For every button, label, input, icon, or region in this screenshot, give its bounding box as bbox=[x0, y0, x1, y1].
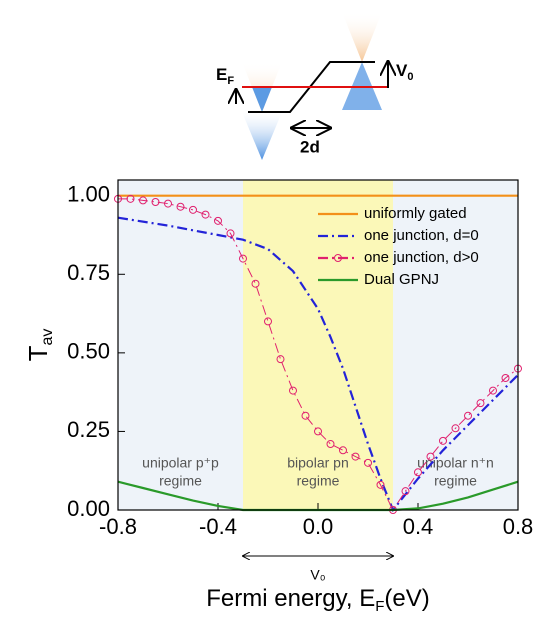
legend-label: one junction, d=0 bbox=[364, 227, 479, 244]
series-line bbox=[117, 216, 519, 513]
data-point bbox=[414, 468, 422, 477]
plot: unipolar p⁺p regime bipolar pn regime unipol… bbox=[23, 179, 534, 615]
data-point bbox=[226, 229, 235, 238]
inset-schematic: EF V0 2d bbox=[216, 12, 413, 160]
data-point bbox=[439, 436, 447, 445]
data-point bbox=[176, 202, 185, 211]
x-axis-label: Fermi energy, EF(eV) bbox=[206, 585, 429, 615]
y-tick-label: 1.00 bbox=[67, 182, 110, 207]
x-label-main: Fermi energy, E bbox=[206, 585, 375, 612]
data-point bbox=[326, 440, 335, 448]
region-label: regime bbox=[297, 473, 340, 489]
data-point bbox=[214, 216, 222, 225]
data-point bbox=[364, 458, 372, 467]
data-point bbox=[289, 386, 297, 395]
legend-label: one junction, d>0 bbox=[364, 249, 479, 266]
y-tick-label: 0.25 bbox=[67, 417, 110, 442]
y-axis-label: Tav bbox=[23, 329, 56, 362]
y-label-sub: av bbox=[39, 329, 56, 346]
region-label: unipolar n⁺n bbox=[417, 455, 494, 471]
data-point bbox=[314, 427, 322, 436]
y-tick-label: 0.00 bbox=[67, 496, 110, 521]
data-point bbox=[376, 480, 385, 489]
data-point bbox=[501, 374, 510, 382]
width-label: 2d bbox=[300, 137, 320, 156]
v0-label: V0 bbox=[396, 61, 413, 82]
x-tick-label: 0.8 bbox=[503, 514, 534, 539]
data-point bbox=[351, 452, 360, 461]
data-point bbox=[426, 452, 435, 461]
data-point bbox=[164, 199, 172, 208]
legend-label: uniformly gated bbox=[364, 205, 467, 222]
data-point bbox=[189, 205, 197, 214]
data-point bbox=[401, 487, 410, 496]
region-label: regime bbox=[434, 473, 477, 489]
series-line bbox=[118, 198, 519, 511]
x-label-sub: F bbox=[375, 598, 384, 615]
data-point bbox=[264, 317, 272, 326]
data-point bbox=[451, 424, 460, 433]
x-label-after: (eV) bbox=[384, 585, 429, 612]
span-label: V₀ bbox=[310, 567, 325, 583]
data-point bbox=[489, 386, 497, 395]
data-point bbox=[251, 279, 260, 288]
data-point bbox=[151, 198, 160, 206]
region bbox=[393, 180, 518, 510]
legend-label: Dual GPNJ bbox=[364, 271, 439, 288]
y-tick-label: 0.75 bbox=[67, 260, 110, 285]
data-point bbox=[276, 355, 285, 364]
data-point bbox=[139, 196, 147, 205]
region-label: regime bbox=[159, 473, 202, 489]
legend-marker bbox=[334, 254, 342, 262]
x-tick-label: -0.8 bbox=[99, 514, 137, 539]
x-tick-label: 0.4 bbox=[403, 514, 434, 539]
ef-label: EF bbox=[216, 65, 234, 86]
x-tick-label: 0.0 bbox=[303, 514, 334, 539]
data-point bbox=[464, 411, 472, 420]
y-label-main: T bbox=[23, 345, 53, 361]
x-tick-label: -0.4 bbox=[199, 514, 237, 539]
data-point bbox=[301, 411, 310, 420]
data-point bbox=[339, 446, 347, 455]
data-point bbox=[476, 399, 485, 408]
data-point bbox=[201, 210, 210, 219]
plot-frame bbox=[117, 179, 519, 511]
data-point bbox=[126, 194, 135, 203]
y-tick-label: 0.50 bbox=[67, 339, 110, 364]
data-point bbox=[239, 254, 247, 263]
region-label: bipolar pn bbox=[287, 455, 349, 471]
region-label: unipolar p⁺p bbox=[142, 455, 219, 471]
